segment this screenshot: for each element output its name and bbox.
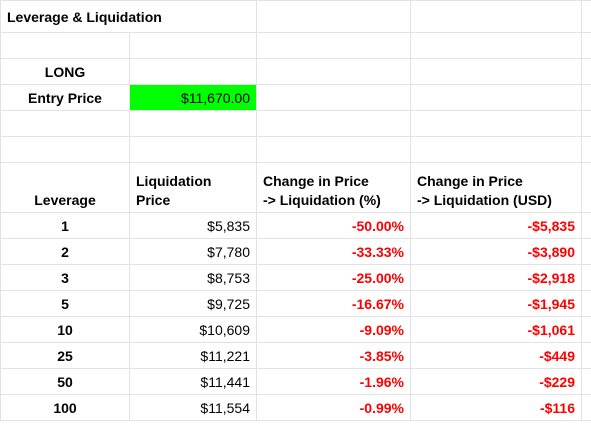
header-leverage[interactable]: Leverage [0, 162, 130, 213]
header-change-usd-line1: Change in Price [417, 173, 523, 189]
change-usd-cell[interactable]: -$1,061 [410, 316, 582, 343]
liquidation-price-cell[interactable]: $10,609 [129, 316, 257, 343]
empty-cell[interactable] [581, 264, 591, 291]
liquidation-price-cell[interactable]: $11,441 [129, 368, 257, 395]
sheet-row-empty [0, 136, 591, 163]
change-usd-cell[interactable]: -$1,945 [410, 290, 582, 317]
empty-cell[interactable] [256, 110, 411, 137]
table-row: 5 $9,725 -16.67% -$1,945 [0, 290, 591, 317]
empty-cell[interactable] [410, 136, 582, 163]
empty-cell[interactable] [0, 32, 130, 59]
empty-cell[interactable] [410, 32, 582, 59]
liquidation-price-cell[interactable]: $11,221 [129, 342, 257, 369]
empty-cell[interactable] [129, 32, 257, 59]
empty-cell[interactable] [581, 316, 591, 343]
table-row: 100 $11,554 -0.99% -$116 [0, 394, 591, 421]
empty-cell[interactable] [581, 32, 591, 59]
empty-cell[interactable] [581, 290, 591, 317]
leverage-cell[interactable]: 25 [0, 342, 130, 369]
header-change-percent[interactable]: Change in Price -> Liquidation (%) [256, 162, 411, 213]
change-percent-cell[interactable]: -1.96% [256, 368, 411, 395]
change-usd-cell[interactable]: -$229 [410, 368, 582, 395]
empty-cell[interactable] [410, 84, 582, 111]
empty-cell[interactable] [129, 136, 257, 163]
table-row: 2 $7,780 -33.33% -$3,890 [0, 238, 591, 265]
empty-cell[interactable] [581, 162, 591, 213]
empty-cell[interactable] [581, 368, 591, 395]
leverage-cell[interactable]: 50 [0, 368, 130, 395]
leverage-cell[interactable]: 3 [0, 264, 130, 291]
sheet-row-empty [0, 32, 591, 59]
leverage-cell[interactable]: 5 [0, 290, 130, 317]
header-change-usd-line2: -> Liquidation (USD) [417, 192, 552, 208]
empty-cell[interactable] [410, 0, 582, 33]
liquidation-price-cell[interactable]: $9,725 [129, 290, 257, 317]
empty-cell[interactable] [256, 136, 411, 163]
change-usd-cell[interactable]: -$5,835 [410, 212, 582, 239]
table-row: 3 $8,753 -25.00% -$2,918 [0, 264, 591, 291]
leverage-cell[interactable]: 1 [0, 212, 130, 239]
empty-cell[interactable] [581, 394, 591, 421]
empty-cell[interactable] [581, 84, 591, 111]
liquidation-price-cell[interactable]: $7,780 [129, 238, 257, 265]
change-usd-cell[interactable]: -$3,890 [410, 238, 582, 265]
liquidation-price-cell[interactable]: $8,753 [129, 264, 257, 291]
spreadsheet-grid: Leverage & Liquidation LONG [0, 0, 591, 421]
empty-cell[interactable] [581, 212, 591, 239]
empty-cell[interactable] [410, 110, 582, 137]
empty-cell[interactable] [581, 342, 591, 369]
table-row: 50 $11,441 -1.96% -$229 [0, 368, 591, 395]
sheet-row-title: Leverage & Liquidation [0, 0, 591, 33]
header-change-percent-line2: -> Liquidation (%) [263, 192, 381, 208]
change-percent-cell[interactable]: -50.00% [256, 212, 411, 239]
header-change-usd[interactable]: Change in Price -> Liquidation (USD) [410, 162, 582, 213]
change-usd-cell[interactable]: -$2,918 [410, 264, 582, 291]
empty-cell[interactable] [129, 110, 257, 137]
empty-cell[interactable] [256, 84, 411, 111]
entry-price-label[interactable]: Entry Price [0, 84, 130, 111]
empty-cell[interactable] [581, 58, 591, 85]
table-row: 25 $11,221 -3.85% -$449 [0, 342, 591, 369]
change-usd-cell[interactable]: -$116 [410, 394, 582, 421]
header-change-percent-line1: Change in Price [263, 173, 369, 189]
empty-cell[interactable] [581, 110, 591, 137]
table-row: 1 $5,835 -50.00% -$5,835 [0, 212, 591, 239]
position-label[interactable]: LONG [0, 58, 130, 85]
liquidation-price-cell[interactable]: $11,554 [129, 394, 257, 421]
table-row: 10 $10,609 -9.09% -$1,061 [0, 316, 591, 343]
empty-cell[interactable] [256, 32, 411, 59]
leverage-cell[interactable]: 10 [0, 316, 130, 343]
change-percent-cell[interactable]: -33.33% [256, 238, 411, 265]
header-leverage-label: Leverage [34, 192, 96, 208]
header-liquidation-price-line2: Price [136, 192, 171, 208]
empty-cell[interactable] [581, 238, 591, 265]
empty-cell[interactable] [581, 0, 591, 33]
header-liquidation-price[interactable]: Liquidation Price [129, 162, 257, 213]
sheet-row-empty [0, 110, 591, 137]
empty-cell[interactable] [581, 136, 591, 163]
table-header-row: Leverage Liquidation Price Change in Pri… [0, 162, 591, 213]
leverage-cell[interactable]: 2 [0, 238, 130, 265]
change-percent-cell[interactable]: -9.09% [256, 316, 411, 343]
empty-cell[interactable] [0, 110, 130, 137]
header-liquidation-price-line1: Liquidation [136, 173, 212, 189]
empty-cell[interactable] [256, 58, 411, 85]
change-percent-cell[interactable]: -3.85% [256, 342, 411, 369]
liquidation-price-cell[interactable]: $5,835 [129, 212, 257, 239]
entry-price-value[interactable]: $11,670.00 [129, 84, 257, 111]
empty-cell[interactable] [129, 58, 257, 85]
change-percent-cell[interactable]: -16.67% [256, 290, 411, 317]
sheet-title[interactable]: Leverage & Liquidation [0, 0, 257, 33]
change-percent-cell[interactable]: -0.99% [256, 394, 411, 421]
change-usd-cell[interactable]: -$449 [410, 342, 582, 369]
change-percent-cell[interactable]: -25.00% [256, 264, 411, 291]
empty-cell[interactable] [256, 0, 411, 33]
leverage-cell[interactable]: 100 [0, 394, 130, 421]
empty-cell[interactable] [410, 58, 582, 85]
sheet-row-position: LONG [0, 58, 591, 85]
empty-cell[interactable] [0, 136, 130, 163]
sheet-row-entry: Entry Price $11,670.00 [0, 84, 591, 111]
